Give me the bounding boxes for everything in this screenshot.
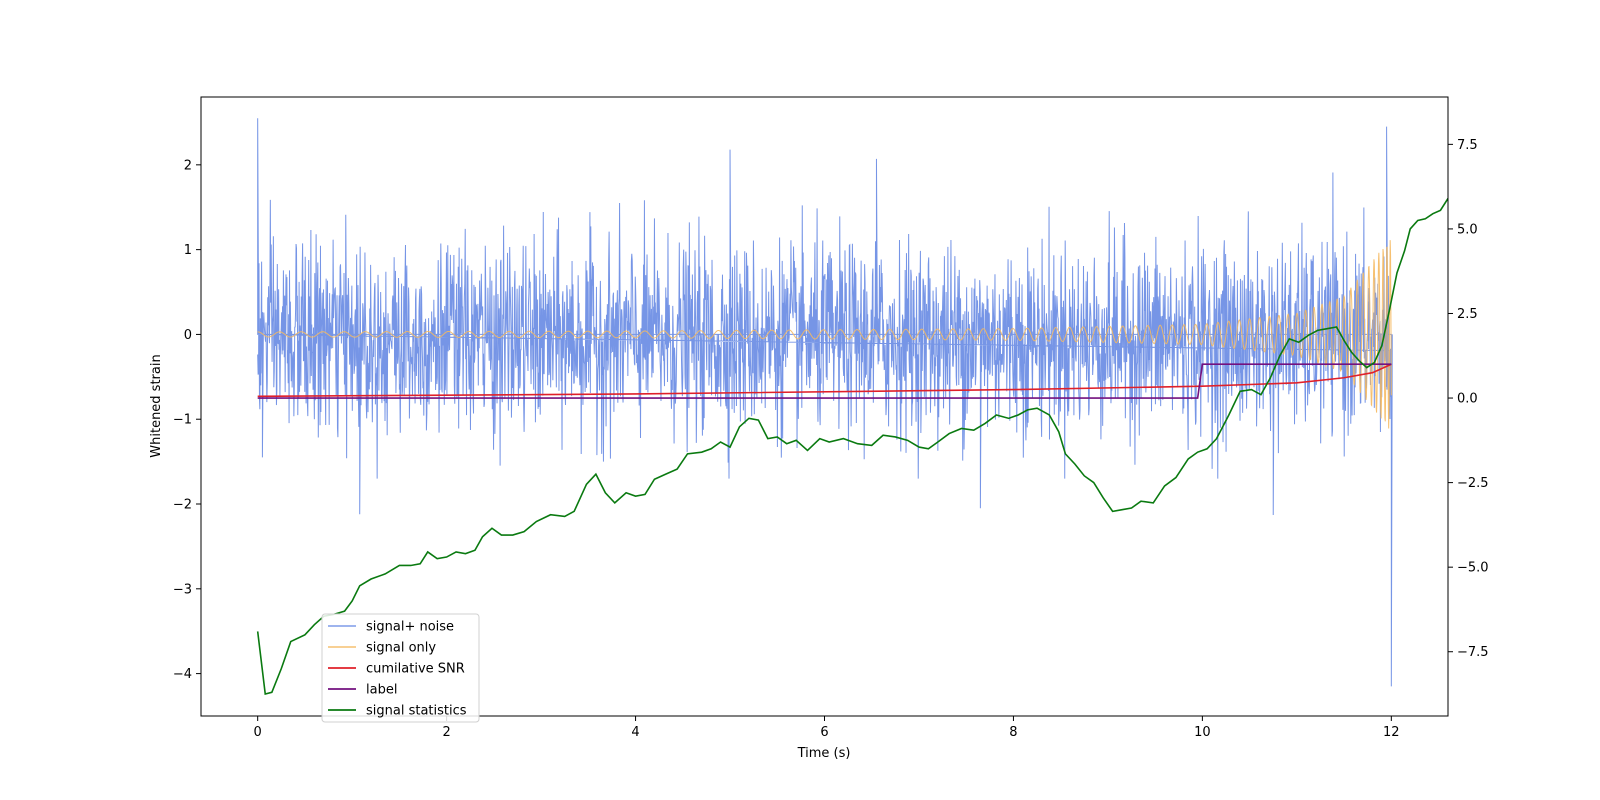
series-signal-only <box>257 240 1392 429</box>
y-tick-label: −2 <box>173 498 192 513</box>
x-tick-label: 10 <box>1194 725 1211 740</box>
y2-tick-label: −5.0 <box>1457 561 1489 576</box>
y2-tick-label: −2.5 <box>1457 476 1489 491</box>
legend-entry-label: signal+ noise <box>366 620 454 635</box>
y2-tick-label: 2.5 <box>1457 307 1478 322</box>
x-tick-label: 6 <box>820 725 828 740</box>
series-label <box>257 363 1392 399</box>
x-tick-label: 4 <box>631 725 639 740</box>
y-tick-label: 2 <box>184 158 192 173</box>
y-tick-label: 0 <box>184 328 192 343</box>
x-tick-label: 2 <box>442 725 450 740</box>
y2-tick-label: 7.5 <box>1457 138 1478 153</box>
legend-box <box>321 613 480 723</box>
series-cumulative-snr <box>257 363 1392 398</box>
x-tick-label: 0 <box>254 725 262 740</box>
series-signal-noise <box>257 118 1393 687</box>
series-signal-statistics <box>256 198 1448 696</box>
legend: signal+ noise signal only cumilative SNR la… <box>321 613 480 723</box>
legend-entry-label: cumilative SNR <box>366 662 465 677</box>
y-tick-label: 1 <box>184 243 192 258</box>
y-tick-label: −3 <box>173 582 192 597</box>
y2-tick-label: 0.0 <box>1457 392 1478 407</box>
y-axis-label: Whitened strain <box>149 354 164 457</box>
y2-tick-label: −7.5 <box>1457 645 1489 660</box>
legend-entry-label: label <box>366 683 397 698</box>
legend-entry-label: signal only <box>366 641 436 656</box>
legend-entry-label: signal statistics <box>366 704 467 719</box>
y2-tick-label: 5.0 <box>1457 222 1478 237</box>
x-tick-label: 12 <box>1383 725 1400 740</box>
x-axis-label: Time (s) <box>797 746 851 761</box>
y-tick-label: −1 <box>173 413 192 428</box>
x-tick-label: 8 <box>1009 725 1017 740</box>
y-tick-label: −4 <box>173 667 192 682</box>
